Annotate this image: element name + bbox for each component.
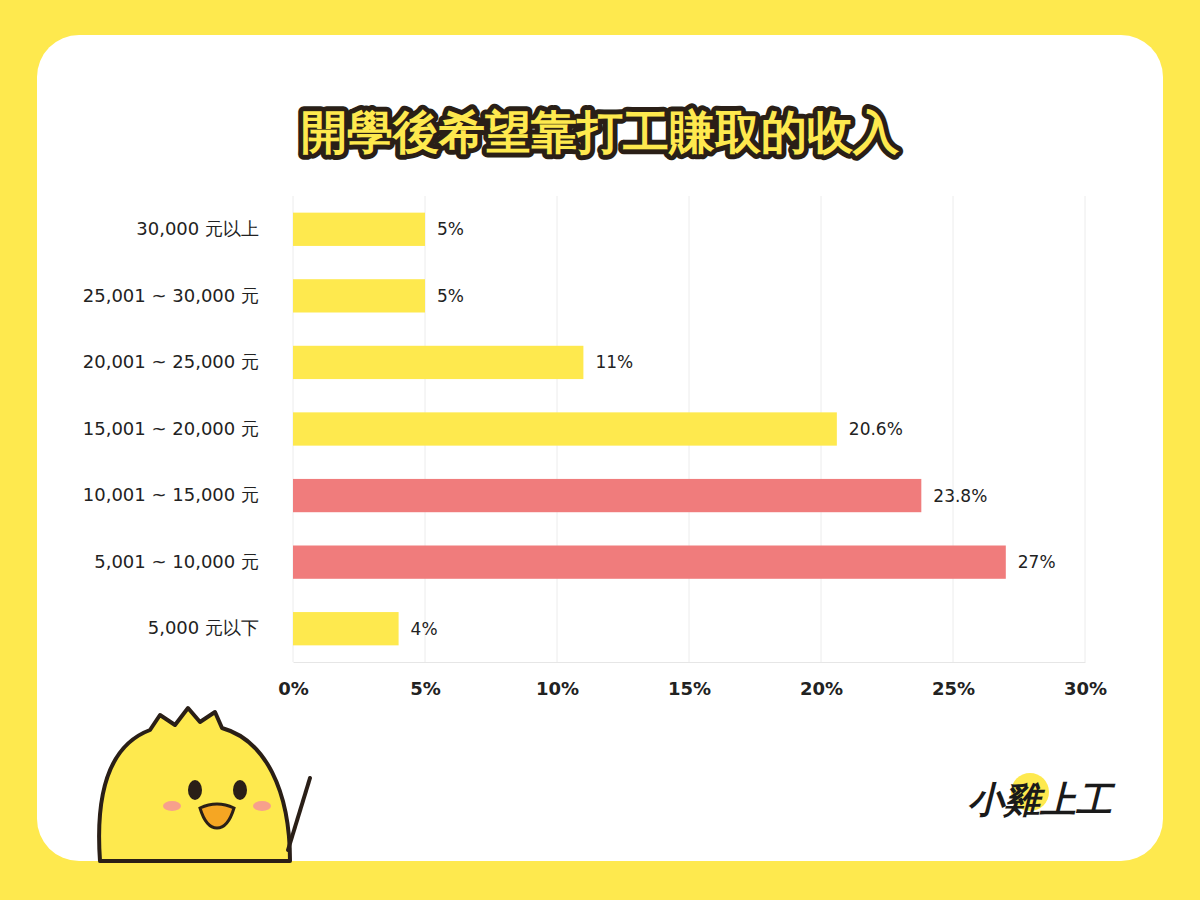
panel — [37, 35, 1163, 861]
chart-svg: 開學後希望靠打工賺取的收入 0% 5% 10% 15% 20% 25% 30% 30,000 元… — [0, 0, 1200, 900]
data-label: 11% — [595, 352, 633, 372]
x-tick: 30% — [1064, 662, 1107, 699]
y-axis: 30,000 元以上 25,001 ~ 30,000 元 20,001 ~ 25,0… — [83, 218, 293, 638]
bar — [293, 279, 425, 312]
background — [0, 0, 1200, 900]
y-tick-label: 5,001 ~ 10,000 元 — [94, 551, 259, 572]
x-axis: 0% 5% 10% 15% 20% 25% 30% — [278, 662, 1107, 699]
data-label: 27% — [1018, 552, 1056, 572]
bar — [293, 612, 399, 645]
grid-line — [953, 196, 954, 662]
x-tick-label: 10% — [536, 678, 579, 699]
data-label: 4% — [411, 619, 438, 639]
mascot-body — [99, 708, 290, 861]
x-tick-label: 0% — [278, 678, 309, 699]
mascot-beak — [200, 804, 234, 828]
x-tick: 15% — [668, 662, 711, 699]
data-label: 20.6% — [849, 419, 903, 439]
y-tick: 5,001 ~ 10,000 元 — [94, 551, 293, 572]
y-tick-label: 5,000 元以下 — [148, 617, 259, 638]
x-tick: 10% — [536, 662, 579, 699]
bars — [293, 213, 1006, 646]
bar — [293, 412, 837, 445]
x-tick: 25% — [932, 662, 975, 699]
x-tick-label: 15% — [668, 678, 711, 699]
y-tick-label: 30,000 元以上 — [136, 218, 259, 239]
title: 開學後希望靠打工賺取的收入 — [301, 105, 900, 159]
bar — [293, 546, 1006, 579]
y-tick-label: 20,001 ~ 25,000 元 — [83, 351, 259, 372]
mascot-eye — [188, 780, 202, 800]
mascot-eye — [233, 780, 247, 800]
x-tick-label: 20% — [800, 678, 843, 699]
y-tick: 20,001 ~ 25,000 元 — [83, 351, 293, 372]
logo: 小雞上工 — [968, 773, 1116, 820]
bar — [293, 213, 425, 246]
grid-line — [1085, 196, 1086, 662]
x-tick-label: 5% — [410, 678, 441, 699]
mascot-pointer — [288, 778, 310, 850]
logo-text: 小雞上工 — [968, 779, 1116, 820]
bar — [293, 346, 583, 379]
y-tick-label: 25,001 ~ 30,000 元 — [83, 285, 259, 306]
data-label: 5% — [437, 219, 464, 239]
mascot-cheek — [163, 801, 181, 811]
x-tick: 0% — [278, 662, 309, 699]
mascot — [99, 708, 310, 861]
data-labels: 5% 5% 11% 20.6% 23.8% 27% 4% — [411, 219, 1056, 638]
data-label: 5% — [437, 286, 464, 306]
y-tick: 5,000 元以下 — [148, 617, 293, 638]
x-tick-label: 25% — [932, 678, 975, 699]
bar — [293, 479, 921, 512]
x-tick: 5% — [410, 662, 441, 699]
y-tick-label: 15,001 ~ 20,000 元 — [83, 418, 259, 439]
x-tick: 20% — [800, 662, 843, 699]
data-label: 23.8% — [933, 486, 987, 506]
x-tick-label: 30% — [1064, 678, 1107, 699]
grid — [293, 196, 1085, 662]
x-axis-line — [294, 662, 1086, 663]
y-tick: 30,000 元以上 — [136, 218, 293, 239]
y-tick: 25,001 ~ 30,000 元 — [83, 285, 293, 306]
mascot-cheek — [253, 801, 271, 811]
y-tick-label: 10,001 ~ 15,000 元 — [83, 484, 259, 505]
y-tick: 10,001 ~ 15,000 元 — [83, 484, 293, 505]
y-tick: 15,001 ~ 20,000 元 — [83, 418, 293, 439]
